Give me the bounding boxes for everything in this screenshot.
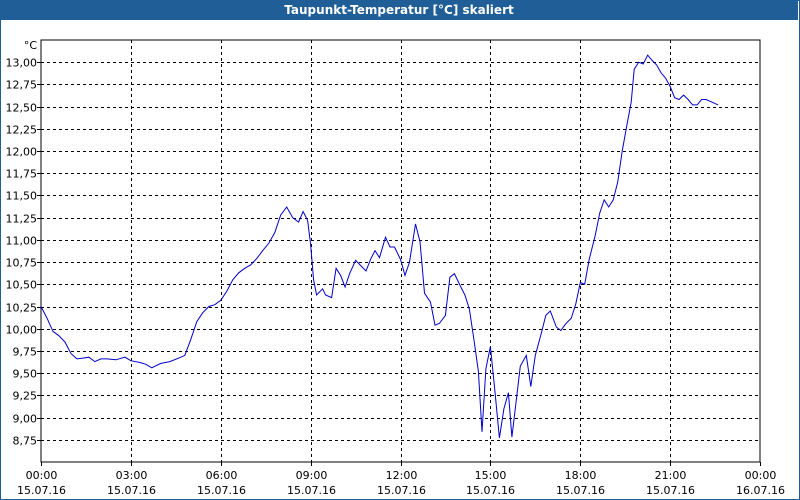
y-tick-label: 9,00 [13, 413, 38, 426]
y-tick-label: 9,75 [13, 346, 38, 359]
y-tick-label: 9,25 [13, 390, 38, 403]
y-tick-label: 10,00 [6, 324, 38, 337]
x-tick-date: 15.07.16 [646, 484, 695, 497]
x-tick-time: 21:00 [655, 469, 687, 482]
y-tick-label: 10,75 [6, 257, 38, 270]
x-tick-date: 15.07.16 [107, 484, 156, 497]
y-tick-label: 11,25 [6, 213, 38, 226]
x-tick-date: 15.07.16 [287, 484, 336, 497]
x-tick-time: 15:00 [475, 469, 507, 482]
plot-area [40, 39, 761, 463]
y-tick-label: 10,25 [6, 302, 38, 315]
y-tick-label: 10,50 [6, 279, 38, 292]
y-tick-label: 9,50 [13, 368, 38, 381]
x-tick-time: 12:00 [386, 469, 418, 482]
x-tick-date: 15.07.16 [17, 484, 66, 497]
y-tick-label: 13,00 [6, 57, 38, 70]
x-tick-time: 09:00 [296, 469, 328, 482]
x-tick-time: 18:00 [565, 469, 597, 482]
x-tick-time: 00:00 [745, 469, 777, 482]
y-unit-label: °C [24, 39, 38, 52]
series-line [40, 54, 719, 439]
x-tick-date: 15.07.16 [556, 484, 605, 497]
y-tick-label: 12,75 [6, 79, 38, 92]
y-tick-label: 11,50 [6, 190, 38, 203]
chart-title: Taupunkt-Temperatur [°C] skaliert [0, 0, 798, 20]
y-tick-label: 8,75 [13, 435, 38, 448]
x-tick-time: 03:00 [116, 469, 148, 482]
y-tick-label: 12,50 [6, 102, 38, 115]
x-tick-time: 00:00 [26, 469, 58, 482]
y-tick-label: 11,00 [6, 235, 38, 248]
x-tick-date: 15.07.16 [466, 484, 515, 497]
y-tick-label: 12,00 [6, 146, 38, 159]
y-tick-label: 12,25 [6, 124, 38, 137]
y-tick-label: 11,75 [6, 168, 38, 181]
x-tick-date: 15.07.16 [377, 484, 426, 497]
x-tick-date: 16.07.16 [736, 484, 785, 497]
x-tick-date: 15.07.16 [197, 484, 246, 497]
x-tick-time: 06:00 [206, 469, 238, 482]
